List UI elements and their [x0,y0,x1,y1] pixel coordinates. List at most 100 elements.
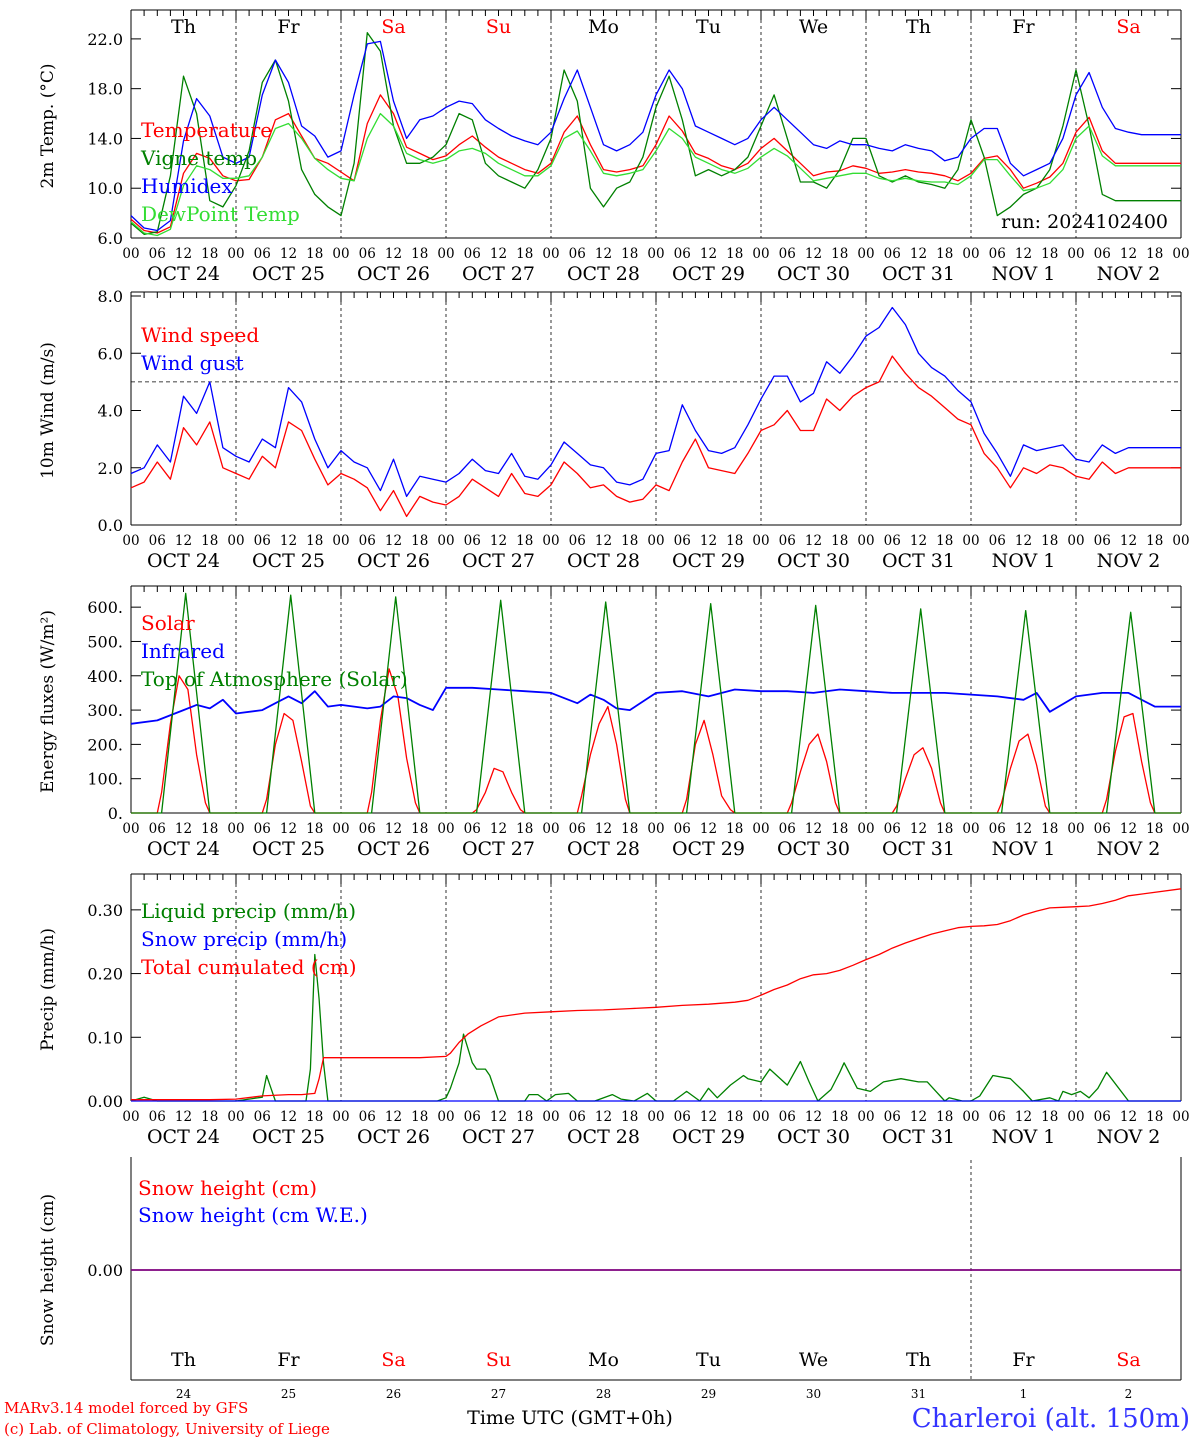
hour-tick-label: 12 [805,246,822,262]
y-tick-label: 18.0 [87,80,123,99]
weekday-label: Fr [1012,16,1035,38]
hour-tick-label: 06 [569,246,586,262]
weekday-label: Th [906,16,931,38]
legend-entry: Total cumulated (cm) [141,955,357,979]
hour-tick-label: 06 [359,533,376,549]
hour-tick-label: 00 [857,246,874,262]
weekday-label: We [799,16,828,38]
hour-tick-label: 00 [122,533,139,549]
hour-tick-label: 18 [201,246,218,262]
hour-tick-label: 00 [1067,821,1084,837]
date-label: OCT 26 [357,263,430,285]
hour-tick-label: 18 [1041,246,1058,262]
y-axis-label: Snow height (cm) [38,1194,58,1346]
series-line-wind-speed [130,355,1181,518]
hour-tick-label: 06 [149,821,166,837]
day-number-label: 1 [1020,1387,1028,1401]
hour-tick-label: 18 [306,1109,323,1125]
hour-tick-label: 06 [884,821,901,837]
date-label: OCT 24 [147,263,220,285]
series-line-infrared [130,686,1181,725]
hour-tick-label: 12 [595,533,612,549]
hour-tick-label: 18 [1146,246,1163,262]
weekday-label: Tu [696,16,721,38]
y-tick-label: 10.0 [87,179,123,198]
hour-tick-label: 18 [306,246,323,262]
hour-tick-label: 00 [332,533,349,549]
hour-tick-label: 06 [884,1109,901,1125]
weekday-label: Fr [277,16,300,38]
hour-tick-label: 06 [359,821,376,837]
weekday-label: Th [171,16,196,38]
hour-tick-label: 00 [962,821,979,837]
hour-tick-label: 18 [306,533,323,549]
hour-tick-label: 18 [306,821,323,837]
hour-tick-label: 00 [227,1109,244,1125]
date-label: OCT 28 [567,550,640,572]
hour-tick-label: 12 [385,533,402,549]
hour-tick-label: 00 [962,246,979,262]
weekday-label-bottom: Tu [696,1349,721,1371]
hour-tick-label: 00 [962,533,979,549]
hour-tick-label: 18 [936,821,953,837]
y-axis-label: 2m Temp. (°C) [38,63,58,188]
date-label: OCT 31 [882,263,955,285]
hour-tick-label: 18 [1146,533,1163,549]
day-number-label: 26 [386,1387,401,1401]
day-number-label: 25 [281,1387,296,1401]
weekday-label-bottom: Th [906,1349,931,1371]
hour-tick-label: 00 [647,821,664,837]
hour-tick-label: 00 [542,533,559,549]
weekday-label-bottom: Fr [1012,1349,1035,1371]
hour-tick-label: 12 [1015,1109,1032,1125]
date-label: OCT 29 [672,263,745,285]
hour-tick-label: 18 [411,533,428,549]
date-label: OCT 28 [567,1126,640,1148]
y-tick-label: 0.10 [87,1028,123,1047]
hour-tick-label: 06 [149,1109,166,1125]
legend-entry: Snow height (cm W.E.) [138,1203,368,1227]
hour-tick-label: 18 [831,533,848,549]
hour-tick-label: 06 [464,821,481,837]
hour-tick-label: 00 [857,821,874,837]
hour-tick-label: 18 [936,533,953,549]
y-tick-label: 300. [87,701,123,720]
date-label: NOV 1 [992,263,1056,285]
legend-entry: Top of Atmosphere (Solar) [141,667,408,691]
weekday-label: Su [486,16,511,38]
hour-tick-label: 00 [1172,246,1189,262]
panel-4: 0.00 0.10 0.20 0.30 Precip (mm/h) Liquid prec… [38,873,1190,1148]
series-line-liquid-precip-mm-h- [130,953,1181,1102]
hour-tick-label: 00 [227,533,244,549]
legend-entry: Wind gust [141,351,244,375]
hour-tick-label: 00 [437,821,454,837]
location-title: Charleroi (alt. 150m) [912,1404,1190,1434]
hour-tick-label: 18 [726,821,743,837]
date-label: OCT 30 [777,550,850,572]
hour-tick-label: 00 [962,1109,979,1125]
hour-tick-label: 12 [700,533,717,549]
hour-tick-label: 12 [280,821,297,837]
weekday-label-bottom: Fr [277,1349,300,1371]
hour-tick-label: 06 [464,246,481,262]
date-label: OCT 27 [462,1126,535,1148]
hour-tick-label: 18 [1041,821,1058,837]
y-tick-label: 0.00 [87,1092,123,1111]
hour-tick-label: 00 [1067,1109,1084,1125]
legend-entry: Infrared [141,639,225,663]
day-number-label: 31 [911,1387,926,1401]
hour-tick-label: 12 [490,246,507,262]
hour-tick-label: 18 [1146,1109,1163,1125]
hour-tick-label: 00 [647,246,664,262]
hour-tick-label: 12 [490,533,507,549]
hour-tick-label: 06 [1094,1109,1111,1125]
date-label: OCT 27 [462,838,535,860]
hour-tick-label: 06 [779,821,796,837]
model-credit: MARv3.14 model forced by GFS [4,1399,248,1417]
y-tick-label: 400. [87,667,123,686]
hour-tick-label: 06 [359,246,376,262]
hour-tick-label: 12 [700,821,717,837]
hour-tick-label: 12 [700,1109,717,1125]
date-label: NOV 2 [1097,550,1161,572]
weekday-label-bottom: Sa [1116,1349,1140,1371]
